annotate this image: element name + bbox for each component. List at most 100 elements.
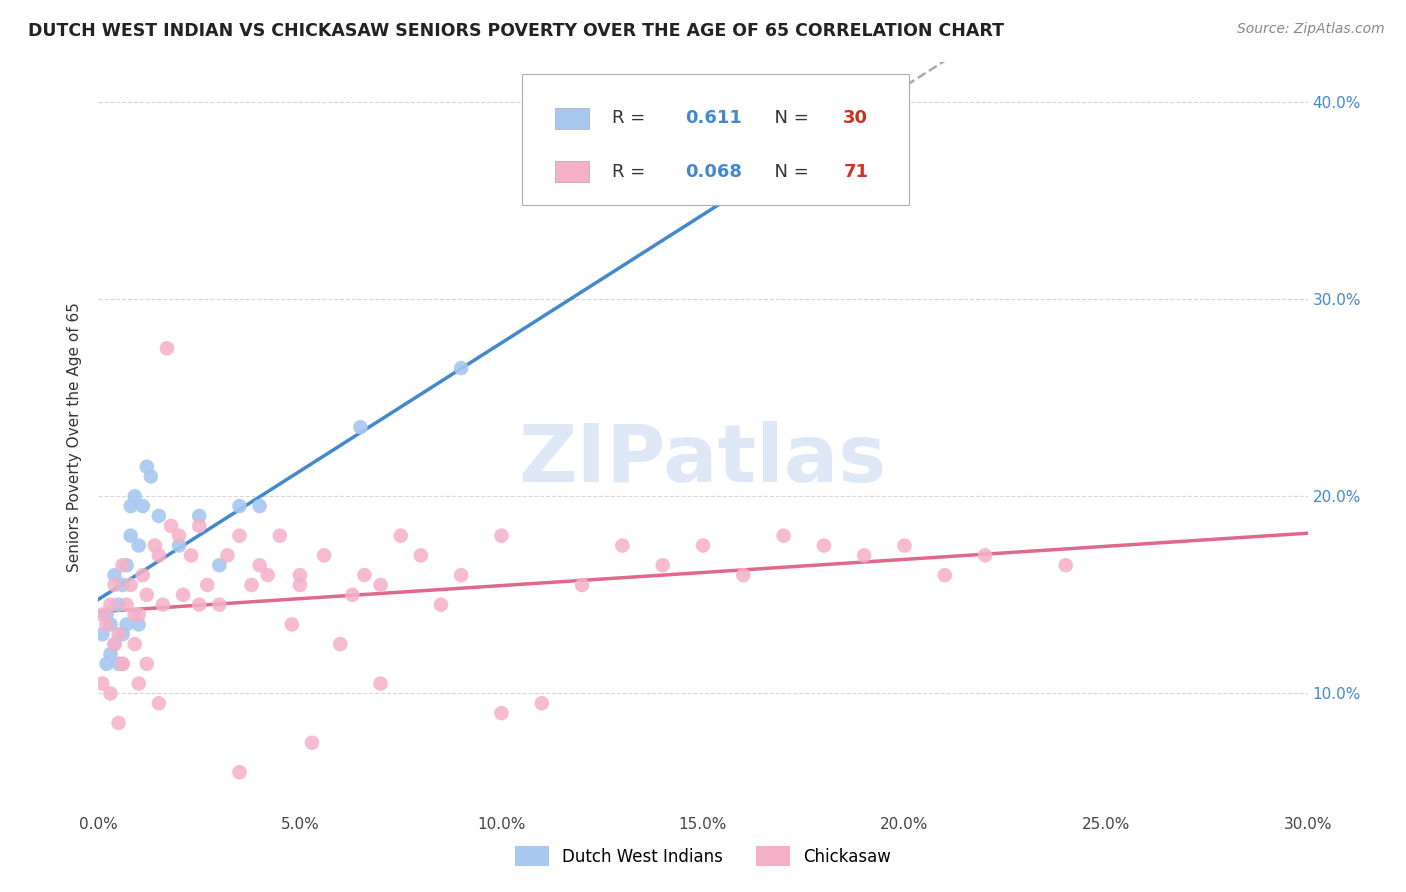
Point [172,588,194,602]
Point [430,598,453,612]
Point [103,637,125,651]
Point [107,598,129,612]
Point [96,657,118,671]
Text: DUTCH WEST INDIAN VS CHICKASAW SENIORS POVERTY OVER THE AGE OF 65 CORRELATION CH: DUTCH WEST INDIAN VS CHICKASAW SENIORS P… [28,22,1004,40]
Point [111,627,134,641]
Point [135,459,157,474]
Point [100,647,122,661]
Point [103,568,125,582]
Point [124,489,146,503]
Point [111,558,134,573]
Point [103,637,125,651]
Point [115,617,138,632]
Point [152,598,174,612]
Text: 0.068: 0.068 [685,162,742,181]
Point [281,617,304,632]
Point [143,539,166,553]
Point [120,529,142,543]
Point [167,529,190,543]
Point [228,529,250,543]
Point [111,657,134,671]
Point [491,529,513,543]
Point [249,499,271,513]
Point [195,578,218,592]
Point [135,588,157,602]
Text: N =: N = [763,110,815,128]
Text: N =: N = [763,162,815,181]
Point [188,508,211,523]
Point [893,539,915,553]
Point [132,499,155,513]
Legend: Dutch West Indians, Chickasaw: Dutch West Indians, Chickasaw [508,838,898,874]
Point [853,549,876,563]
Point [120,499,142,513]
Point [188,518,211,533]
Point [301,736,323,750]
Text: 0.611: 0.611 [685,110,742,128]
Text: 30: 30 [844,110,869,128]
Point [228,765,250,780]
Point [1054,558,1077,573]
Point [342,588,364,602]
Point [571,578,593,592]
Point [124,607,146,622]
Point [934,568,956,582]
Text: R =: R = [613,110,651,128]
Point [100,686,122,700]
Point [651,558,673,573]
Point [692,539,714,553]
Point [100,617,122,632]
Point [314,549,336,563]
Point [530,696,553,710]
Point [269,529,291,543]
Point [148,549,170,563]
Point [103,578,125,592]
Text: 71: 71 [844,162,869,181]
Text: ZIPatlas: ZIPatlas [519,420,887,499]
FancyBboxPatch shape [555,161,589,182]
Point [349,420,371,434]
Point [370,676,392,690]
Point [240,578,263,592]
Point [353,568,375,582]
Point [491,706,513,720]
Point [370,578,392,592]
Point [111,657,134,671]
Text: Source: ZipAtlas.com: Source: ZipAtlas.com [1237,22,1385,37]
Point [107,716,129,731]
Point [612,539,634,553]
Point [128,617,150,632]
Point [115,558,138,573]
Point [96,607,118,622]
Point [208,558,231,573]
Point [91,676,114,690]
Point [217,549,239,563]
Point [450,361,472,376]
Point [188,598,211,612]
Point [135,657,157,671]
Point [208,598,231,612]
Point [228,499,250,513]
Point [132,568,155,582]
Y-axis label: Seniors Poverty Over the Age of 65: Seniors Poverty Over the Age of 65 [67,302,83,572]
Point [156,342,179,356]
Point [128,539,150,553]
Point [249,558,271,573]
FancyBboxPatch shape [555,108,589,128]
Text: R =: R = [613,162,651,181]
Point [107,627,129,641]
Point [148,508,170,523]
Point [389,529,412,543]
Point [772,529,794,543]
Point [288,568,311,582]
Point [107,657,129,671]
Point [813,539,835,553]
Point [256,568,278,582]
Point [111,578,134,592]
Point [160,518,183,533]
Point [450,568,472,582]
Point [974,549,997,563]
Point [91,627,114,641]
Point [180,549,202,563]
FancyBboxPatch shape [522,74,908,205]
